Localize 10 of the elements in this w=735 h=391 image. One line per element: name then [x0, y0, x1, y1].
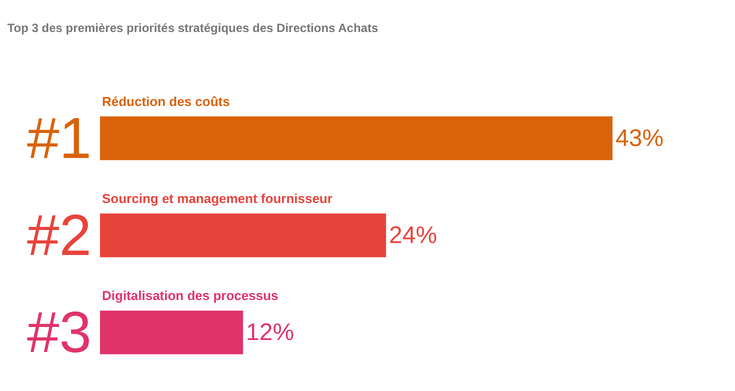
text: #2 [27, 203, 92, 268]
text: #3 [27, 300, 92, 365]
chart-title: Top 3 des premières priorités stratégiques des Directions Achats [7, 20, 378, 35]
y-tick-label: Réduction des coûts [102, 94, 230, 109]
y-tick-label: Digitalisation des processus [102, 288, 278, 303]
data-label: 12% [246, 318, 294, 346]
y-tick-label: Sourcing et management fournisseur [102, 191, 332, 206]
data-label: 43% [616, 124, 664, 152]
data-label: 24% [389, 222, 438, 249]
text: #1 [27, 106, 92, 171]
